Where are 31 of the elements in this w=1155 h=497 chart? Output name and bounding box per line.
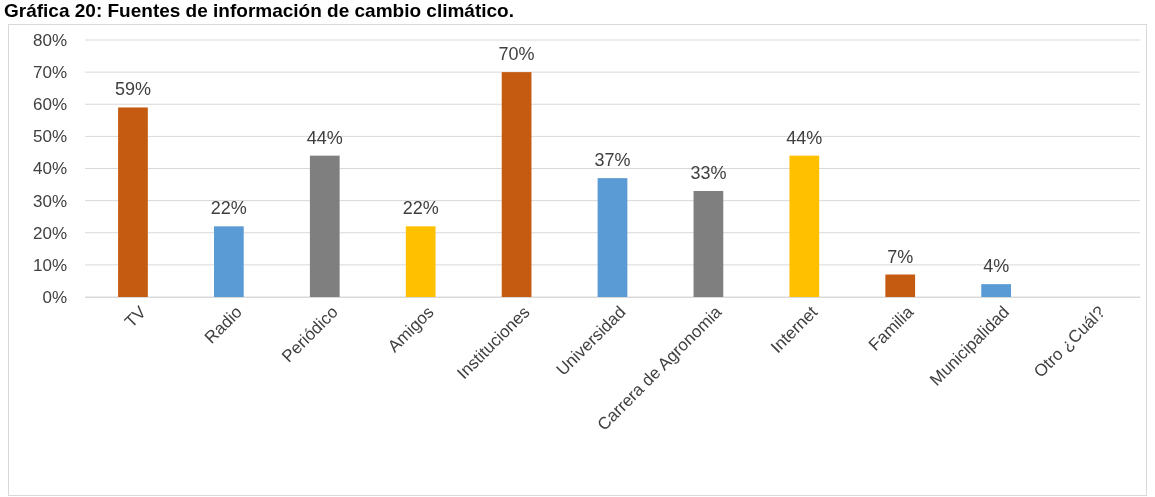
- bar: [981, 284, 1011, 297]
- y-tick-label: 80%: [32, 30, 67, 50]
- data-label: 44%: [786, 127, 823, 148]
- bar: [118, 107, 148, 297]
- data-label: 4%: [983, 256, 1010, 277]
- bar: [309, 155, 340, 297]
- bar: [501, 72, 532, 297]
- bar: [214, 226, 244, 297]
- y-tick-label: 0%: [42, 287, 67, 307]
- bar: [885, 274, 916, 297]
- x-tick-label: TV: [121, 302, 151, 332]
- y-tick-label: 40%: [32, 159, 67, 179]
- bar: [405, 226, 436, 297]
- data-label: 22%: [210, 198, 247, 219]
- data-label: 44%: [306, 127, 343, 148]
- y-tick-label: 20%: [32, 223, 67, 243]
- data-label: 59%: [114, 79, 151, 100]
- data-label: 70%: [498, 44, 535, 65]
- bar: [693, 190, 724, 297]
- data-label: 7%: [887, 246, 914, 267]
- bar: [597, 178, 628, 297]
- y-tick-label: 70%: [32, 63, 67, 83]
- y-tick-label: 10%: [32, 255, 67, 275]
- chart-title: Gráfica 20: Fuentes de información de cambio climático.: [4, 0, 514, 21]
- y-tick-label: 30%: [32, 191, 67, 211]
- data-label: 22%: [402, 198, 439, 219]
- data-label: 37%: [594, 150, 631, 171]
- bar: [789, 155, 820, 297]
- data-label: 33%: [690, 162, 727, 183]
- y-tick-label: 60%: [32, 95, 67, 115]
- y-tick-label: 50%: [32, 127, 67, 147]
